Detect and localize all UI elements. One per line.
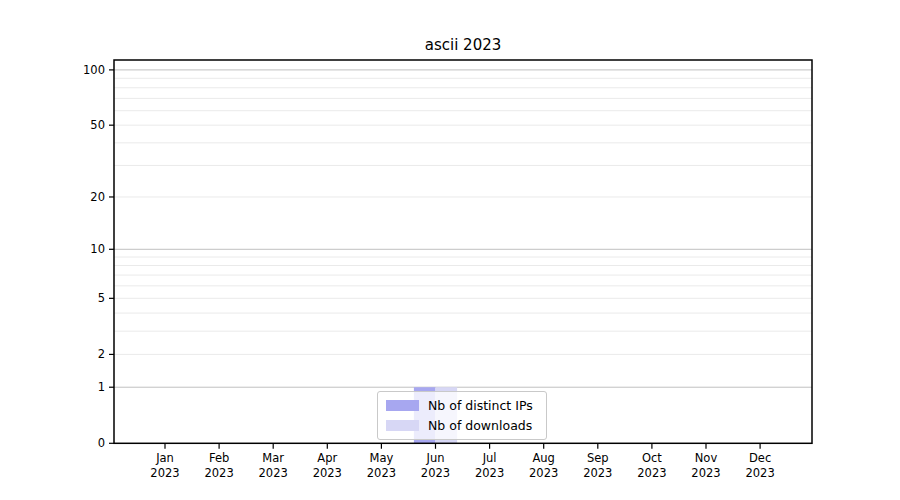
x-tick-label-year: 2023 xyxy=(691,466,720,480)
y-tick-label: 2 xyxy=(98,347,105,361)
x-tick-label-month: Sep xyxy=(587,451,609,465)
axes-frame xyxy=(114,60,812,443)
y-tick-label: 20 xyxy=(90,190,105,204)
x-tick-label-month: Oct xyxy=(642,451,662,465)
x-tick-label-month: Apr xyxy=(317,451,337,465)
legend-entry-distinct-ips: Nb of distinct IPs xyxy=(386,398,538,413)
legend-label-downloads: Nb of downloads xyxy=(428,418,532,433)
x-tick-label-year: 2023 xyxy=(313,466,342,480)
x-tick-label-year: 2023 xyxy=(367,466,396,480)
y-tick-label: 50 xyxy=(90,118,105,132)
y-tick-label: 1 xyxy=(98,380,105,394)
legend-label-distinct-ips: Nb of distinct IPs xyxy=(428,398,533,413)
legend-swatch-downloads-icon xyxy=(386,420,419,431)
legend: Nb of distinct IPs Nb of downloads xyxy=(377,391,547,440)
x-tick-label-year: 2023 xyxy=(421,466,450,480)
x-tick-label-year: 2023 xyxy=(150,466,179,480)
x-tick-label-year: 2023 xyxy=(475,466,504,480)
chart-title: ascii 2023 xyxy=(114,36,812,54)
x-tick-label-year: 2023 xyxy=(529,466,558,480)
x-tick-label-year: 2023 xyxy=(745,466,774,480)
x-tick-label-year: 2023 xyxy=(637,466,666,480)
x-tick-label-year: 2023 xyxy=(204,466,233,480)
x-tick-label-month: May xyxy=(370,451,394,465)
legend-swatch-distinct-ips-icon xyxy=(386,400,419,411)
x-tick-label-month: Aug xyxy=(532,451,554,465)
x-tick-label-month: Jan xyxy=(155,451,174,465)
y-tick-label: 5 xyxy=(98,291,105,305)
x-tick-label-month: Dec xyxy=(749,451,771,465)
x-tick-label-month: Feb xyxy=(209,451,229,465)
y-tick-label: 10 xyxy=(90,242,105,256)
x-tick-label-month: Nov xyxy=(695,451,718,465)
y-tick-label: 100 xyxy=(83,63,105,77)
y-tick-label: 0 xyxy=(98,436,105,450)
download-stats-chart: 1005020105210Jan2023Feb2023Mar2023Apr202… xyxy=(0,0,900,500)
legend-entry-downloads: Nb of downloads xyxy=(386,418,538,433)
x-tick-label-year: 2023 xyxy=(583,466,612,480)
x-tick-label-month: Mar xyxy=(262,451,284,465)
x-tick-label-month: Jul xyxy=(482,451,497,465)
x-tick-label-month: Jun xyxy=(426,451,445,465)
x-tick-label-year: 2023 xyxy=(259,466,288,480)
